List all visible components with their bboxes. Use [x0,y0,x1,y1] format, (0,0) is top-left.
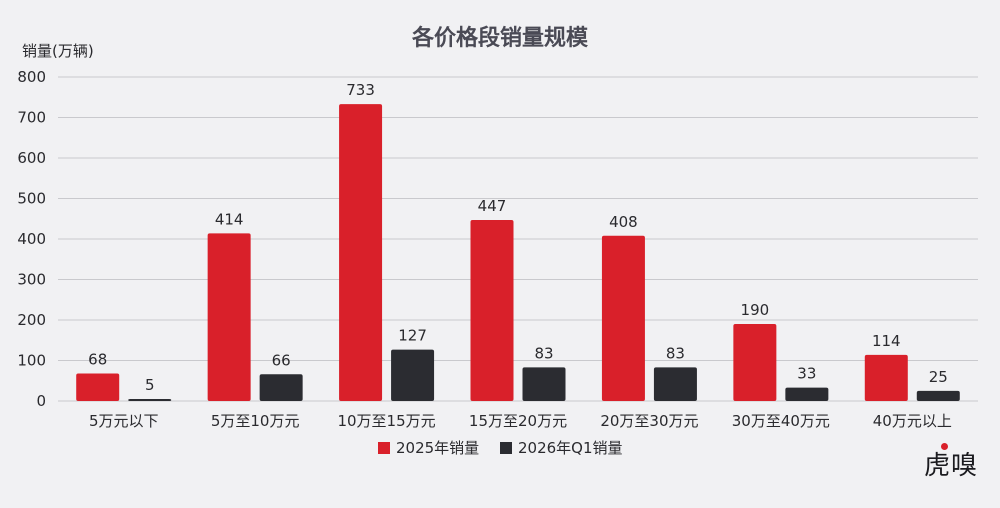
y-tick-label: 0 [36,392,46,410]
x-tick-label: 5万至10万元 [211,412,300,430]
bar-series2 [391,349,435,401]
y-tick-label: 100 [17,352,46,370]
y-axis-ticks: 0 100 200 300 400 500 600 700 800 [17,68,46,410]
bar-series2 [522,367,566,401]
y-tick-label: 500 [17,190,46,208]
bar-series1 [339,104,383,401]
x-tick-label: 30万至40万元 [732,412,830,430]
data-label: 733 [346,81,375,99]
data-label: 408 [609,213,638,231]
bar-series1 [733,324,777,401]
legend-swatch [378,442,390,454]
data-label: 414 [215,210,244,228]
bar-series1 [207,233,251,401]
data-label: 5 [145,376,155,394]
legend-swatch [500,442,512,454]
legend-label: 2025年销量 [396,439,479,457]
bars [76,104,960,401]
bar-series2 [916,390,960,401]
legend-label: 2026年Q1销量 [518,439,623,457]
bar-series1 [76,373,120,401]
y-tick-label: 600 [17,149,46,167]
bar-series2 [128,398,172,401]
bar-series2 [785,387,829,401]
x-tick-label: 15万至20万元 [469,412,567,430]
y-tick-label: 300 [17,271,46,289]
chart-title: 各价格段销量规模 [411,25,589,51]
data-label: 447 [478,197,507,215]
gridlines [58,76,978,402]
data-label: 25 [929,368,948,386]
legend: 2025年销量 2026年Q1销量 [378,439,623,457]
y-tick-label: 700 [17,109,46,127]
watermark-dot [941,443,948,450]
y-tick-label: 800 [17,68,46,86]
x-axis-ticks: 5万元以下 5万至10万元 10万至15万元 15万至20万元 20万至30万元 30万至… [89,412,952,430]
y-tick-label: 200 [17,311,46,329]
y-tick-label: 400 [17,230,46,248]
bar-series1 [864,354,908,401]
x-tick-label: 40万元以上 [873,412,952,430]
data-label: 190 [741,301,770,319]
data-labels: 68 5 414 66 733 127 447 83 408 83 190 33 114 25 [88,81,948,394]
bar-series1 [470,219,514,401]
x-tick-label: 20万至30万元 [600,412,698,430]
watermark-logo: 虎嗅 [923,451,978,481]
bar-series2 [259,374,303,401]
data-label: 83 [666,344,685,362]
data-label: 68 [88,350,107,368]
data-label: 127 [398,327,427,345]
x-tick-label: 10万至15万元 [337,412,435,430]
data-label: 83 [534,344,553,362]
y-axis-label: 销量(万辆) [22,42,94,60]
data-label: 114 [872,332,901,350]
x-tick-label: 5万元以下 [89,412,159,430]
bar-series2 [653,367,697,401]
data-label: 33 [797,365,816,383]
bar-series1 [601,235,645,401]
data-label: 66 [272,351,291,369]
